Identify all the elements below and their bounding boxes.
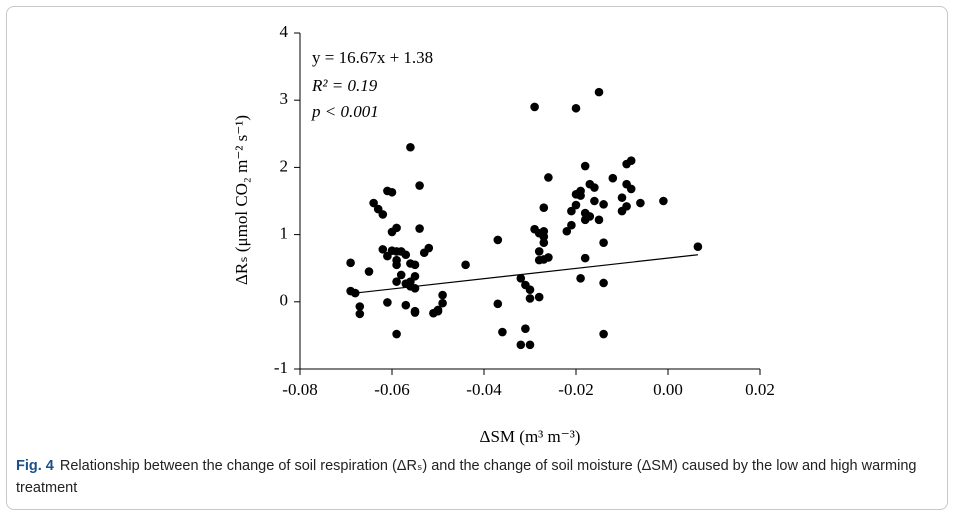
point [516, 340, 526, 350]
x-tick-label: -0.04 [466, 380, 502, 399]
y-tick-label: 2 [280, 156, 289, 175]
y-tick-label: -1 [274, 358, 288, 377]
point [493, 299, 503, 309]
point [387, 187, 397, 197]
x-tick-label: 0.00 [653, 380, 683, 399]
point [415, 224, 424, 233]
point [424, 243, 434, 253]
point [355, 302, 365, 311]
point [415, 181, 424, 190]
point [498, 327, 507, 337]
fit-line [355, 254, 698, 294]
point [438, 298, 447, 308]
point [392, 277, 401, 286]
point [521, 324, 530, 333]
equation: y = 16.67x + 1.38 [312, 48, 433, 67]
point [530, 102, 539, 112]
point [562, 226, 572, 236]
point [608, 173, 618, 183]
point [534, 292, 544, 302]
point [585, 212, 595, 221]
point [599, 278, 608, 288]
point [392, 223, 401, 233]
r-squared: R² = 0.19 [311, 76, 378, 95]
point [392, 260, 401, 270]
point [525, 294, 535, 303]
y-tick-label: 0 [280, 291, 289, 310]
point [401, 300, 411, 310]
point [355, 309, 365, 319]
caption-text: Relationship between the change of soil … [16, 458, 917, 496]
point [401, 250, 411, 260]
point [396, 270, 406, 280]
x-tick-label: -0.08 [282, 380, 317, 399]
point [590, 196, 599, 206]
point [539, 232, 549, 241]
point [590, 183, 599, 192]
point [576, 191, 585, 200]
point [580, 253, 590, 263]
point [346, 258, 355, 268]
point [571, 103, 581, 113]
chart: y = 16.67x + 1.38 R² = 0.19 p < 0.001 ΔS… [232, 22, 775, 446]
point [567, 220, 576, 230]
point [410, 284, 420, 293]
point [544, 253, 553, 262]
point [525, 340, 535, 350]
x-axis-label: ΔSM (m³ m⁻³) [480, 427, 581, 446]
point [534, 247, 544, 256]
point [364, 267, 374, 276]
point [369, 198, 378, 208]
point [383, 298, 392, 307]
point [659, 196, 668, 206]
y-axis-label: ΔRₛ (μmol CO₂ m⁻² s⁻¹) [232, 115, 251, 285]
point [378, 245, 388, 254]
x-tick-label: -0.06 [374, 380, 409, 399]
point [350, 288, 360, 298]
caption: Fig. 4 Relationship between the change of… [16, 455, 936, 499]
y-tick-label: 3 [280, 89, 289, 108]
point [378, 210, 388, 219]
point [693, 242, 703, 251]
point [539, 203, 549, 213]
point [516, 273, 526, 283]
point [580, 161, 590, 171]
point [438, 290, 447, 300]
point [617, 193, 627, 202]
point [599, 238, 608, 247]
point [410, 271, 420, 281]
point [525, 285, 535, 295]
point [493, 235, 503, 245]
point [410, 260, 420, 270]
caption-label: Fig. 4 [16, 458, 54, 474]
point [392, 329, 401, 339]
point [433, 305, 443, 315]
point [626, 184, 636, 194]
point [594, 87, 604, 97]
point [622, 202, 631, 211]
point [571, 200, 581, 210]
point [599, 329, 608, 339]
point [636, 198, 645, 208]
y-tick-label: 4 [280, 22, 289, 41]
figure-frame [6, 6, 948, 510]
point [594, 215, 604, 225]
point [406, 142, 415, 152]
point [461, 260, 470, 270]
x-tick-label: 0.02 [745, 380, 775, 399]
point [539, 238, 549, 247]
x-tick-label: -0.02 [558, 380, 593, 399]
point [599, 200, 608, 209]
point [544, 173, 553, 182]
point [626, 156, 636, 165]
p-value: p < 0.001 [311, 102, 379, 121]
y-tick-label: 1 [280, 224, 289, 243]
point [576, 273, 585, 283]
point [567, 206, 576, 216]
point [410, 308, 420, 317]
